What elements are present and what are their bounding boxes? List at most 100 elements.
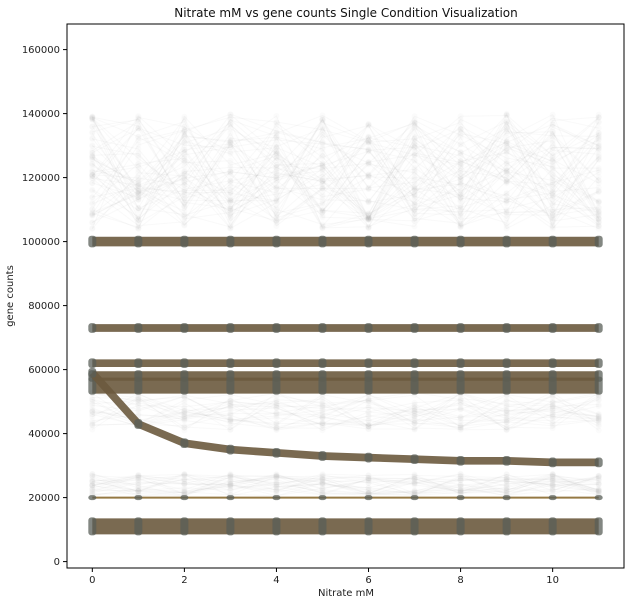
- faint-point: [503, 487, 510, 494]
- faint-point: [549, 218, 556, 225]
- series-point: [272, 235, 281, 248]
- faint-point: [89, 153, 96, 160]
- faint-point: [549, 483, 556, 490]
- faint-line: [91, 121, 600, 229]
- faint-point: [411, 140, 418, 147]
- faint-point: [319, 164, 326, 171]
- faint-point: [503, 155, 510, 162]
- faint-point: [503, 424, 510, 431]
- faint-point: [411, 186, 418, 193]
- faint-point: [135, 122, 142, 129]
- series-point: [456, 455, 465, 466]
- faint-point: [503, 220, 510, 227]
- faint-point: [89, 211, 96, 218]
- faint-point: [319, 112, 326, 119]
- series-point: [594, 235, 603, 248]
- faint-point: [549, 425, 556, 432]
- faint-point: [549, 186, 556, 193]
- faint-point: [181, 113, 188, 120]
- faint-point: [273, 476, 280, 483]
- faint-point: [503, 180, 510, 187]
- faint-point: [457, 477, 464, 484]
- series-band: [89, 370, 599, 467]
- faint-point: [135, 406, 142, 413]
- faint-point: [595, 187, 602, 194]
- faint-point: [273, 163, 280, 170]
- faint-point: [595, 184, 602, 191]
- faint-point: [595, 219, 602, 226]
- faint-point: [365, 197, 372, 204]
- faint-point: [89, 115, 96, 122]
- y-tick-label: 20000: [28, 493, 60, 504]
- faint-point: [411, 138, 418, 145]
- faint-point: [411, 180, 418, 187]
- faint-point: [227, 205, 234, 212]
- faint-point: [89, 168, 96, 175]
- faint-point: [319, 412, 326, 419]
- faint-point: [227, 225, 234, 232]
- faint-point: [273, 149, 280, 156]
- series-point: [134, 517, 143, 536]
- faint-point: [227, 472, 234, 479]
- faint-point: [457, 422, 464, 429]
- faint-point: [89, 398, 96, 405]
- faint-point: [503, 167, 510, 174]
- faint-point: [89, 487, 96, 494]
- faint-point: [273, 177, 280, 184]
- faint-point: [227, 472, 234, 479]
- faint-point: [549, 184, 556, 191]
- faint-point: [135, 225, 142, 232]
- faint-point: [503, 197, 510, 204]
- faint-point: [595, 413, 602, 420]
- faint-point: [365, 122, 372, 129]
- faint-point: [549, 121, 556, 128]
- faint-point: [411, 412, 418, 419]
- faint-point: [457, 206, 464, 213]
- faint-point: [273, 472, 280, 479]
- series-point: [410, 376, 419, 395]
- faint-point: [89, 407, 96, 414]
- faint-point: [135, 182, 142, 189]
- faint-point: [365, 146, 372, 153]
- faint-point: [365, 396, 372, 403]
- faint-point: [135, 161, 142, 168]
- faint-point: [549, 484, 556, 491]
- faint-point: [411, 136, 418, 143]
- faint-point: [411, 149, 418, 156]
- faint-line: [92, 392, 599, 427]
- faint-point: [411, 487, 418, 494]
- faint-point: [227, 411, 234, 418]
- faint-point: [135, 398, 142, 405]
- faint-point: [365, 214, 372, 221]
- faint-point: [595, 417, 602, 424]
- faint-point: [181, 155, 188, 162]
- faint-point: [549, 399, 556, 406]
- faint-point: [411, 174, 418, 181]
- faint-point: [273, 410, 280, 417]
- faint-point: [227, 121, 234, 128]
- faint-point: [549, 154, 556, 161]
- faint-point: [135, 481, 142, 488]
- faint-point: [457, 487, 464, 494]
- faint-point: [319, 427, 326, 434]
- faint-point: [227, 213, 234, 220]
- faint-line: [92, 117, 600, 219]
- faint-point: [503, 158, 510, 165]
- faint-line: [92, 392, 599, 411]
- faint-point: [89, 408, 96, 415]
- faint-point: [411, 404, 418, 411]
- faint-point: [89, 400, 96, 407]
- faint-point: [411, 481, 418, 488]
- faint-point: [273, 161, 280, 168]
- faint-point: [135, 488, 142, 495]
- faint-point: [549, 222, 556, 229]
- faint-point: [319, 414, 326, 421]
- faint-point: [503, 483, 510, 490]
- faint-point: [181, 424, 188, 431]
- faint-point: [457, 130, 464, 137]
- faint-point: [549, 111, 556, 118]
- faint-point: [89, 225, 96, 232]
- faint-point: [411, 406, 418, 413]
- faint-point: [273, 170, 280, 177]
- faint-point: [319, 134, 326, 141]
